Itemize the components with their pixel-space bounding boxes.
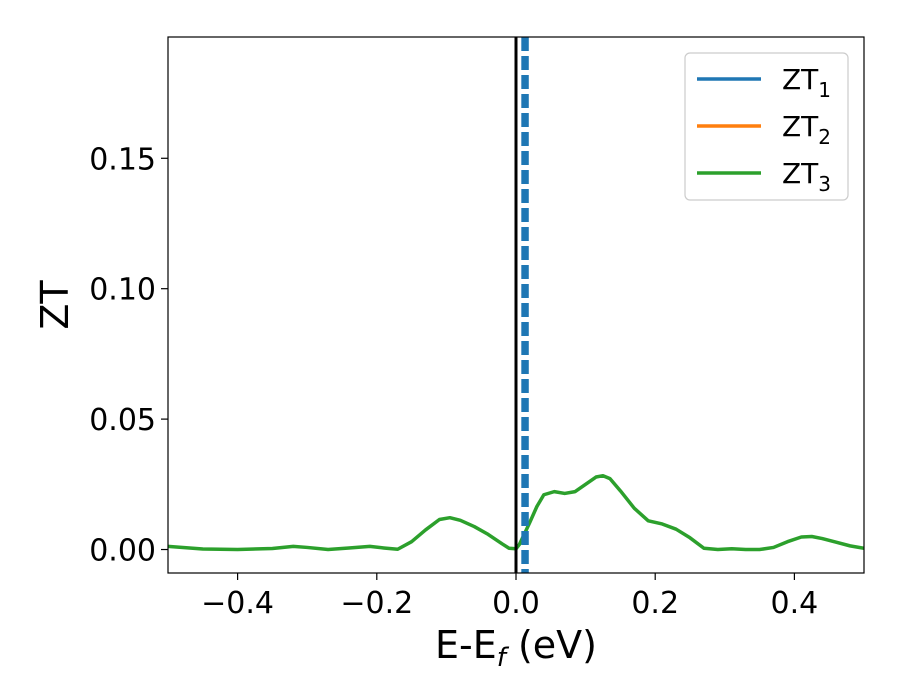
- x-axis-label-base: E-E: [435, 623, 497, 667]
- y-tick-label: 0.15: [89, 142, 156, 177]
- x-tick-label: −0.4: [201, 586, 274, 621]
- legend-entry-sub: 2: [818, 125, 831, 149]
- y-tick-label: 0.05: [89, 403, 156, 438]
- y-axis-label: ZT: [33, 280, 77, 330]
- plot-area: [168, 473, 864, 552]
- x-tick-label: 0.0: [492, 586, 540, 621]
- legend-entry-sub: 3: [818, 172, 831, 196]
- legend-entry-sub: 1: [818, 78, 831, 102]
- x-axis-label: E-Ef (eV): [435, 623, 597, 673]
- series-line-zt3: [168, 473, 864, 552]
- x-tick-label: 0.2: [631, 586, 679, 621]
- legend-entry-label: ZT3: [782, 157, 831, 196]
- legend-entry-name: ZT: [782, 157, 819, 190]
- x-axis-ticks: −0.4 −0.2 0.0 0.2 0.4: [201, 573, 818, 621]
- reference-lines: [514, 37, 529, 573]
- x-tick-label: 0.4: [771, 586, 819, 621]
- legend-box: [684, 52, 849, 201]
- x-tick-label: −0.2: [340, 586, 413, 621]
- y-tick-label: 0.10: [89, 273, 156, 308]
- x-axis-label-suffix: (eV): [506, 623, 597, 667]
- legend-entry-name: ZT: [782, 63, 819, 96]
- legend-entry-name: ZT: [782, 110, 819, 143]
- y-axis-ticks: 0.00 0.05 0.10 0.15: [89, 142, 168, 569]
- y-tick-label: 0.00: [89, 534, 156, 569]
- legend-entry-label: ZT2: [782, 110, 831, 149]
- legend-entry-label: ZT1: [782, 63, 831, 102]
